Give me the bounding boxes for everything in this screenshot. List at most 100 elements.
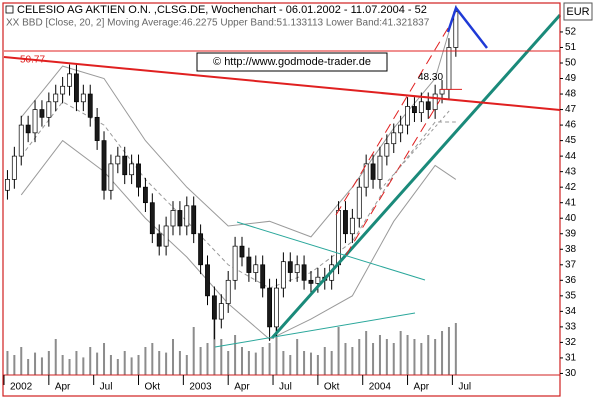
x-tick-label: Apr xyxy=(234,382,250,393)
volume-bar xyxy=(34,352,37,375)
volume-bar xyxy=(447,327,450,375)
volume-bar xyxy=(103,343,106,375)
volume-bar xyxy=(261,347,264,375)
candle-body xyxy=(398,124,404,134)
currency: EUR xyxy=(566,6,589,18)
annotations xyxy=(3,5,562,348)
plot-area xyxy=(5,5,459,375)
volume-bar xyxy=(330,351,333,375)
y-tick-label: 40 xyxy=(565,213,577,224)
volume-bar xyxy=(420,343,423,375)
candle-body xyxy=(412,106,417,114)
watermark: © http://www.godmode-trader.de xyxy=(213,56,371,68)
candle-body xyxy=(142,186,148,204)
candle-body xyxy=(60,85,66,95)
volume-bar xyxy=(54,339,57,375)
level-label: 50.77 xyxy=(20,55,45,66)
volume-bar xyxy=(309,352,312,375)
volume-bar xyxy=(199,347,202,375)
volume-bar xyxy=(351,347,354,375)
volume-bar xyxy=(434,339,437,375)
volume-bar xyxy=(254,352,257,375)
volume-bar xyxy=(130,357,133,375)
candle-body xyxy=(156,233,162,247)
candle-body xyxy=(170,210,176,227)
title-icon xyxy=(5,5,14,14)
x-tick-label: 2003 xyxy=(189,382,212,393)
candle-body xyxy=(287,261,293,273)
volume-bar xyxy=(27,359,30,375)
candle-body xyxy=(87,93,93,118)
candle-body xyxy=(184,205,190,227)
volume-bar xyxy=(372,343,375,375)
candle-body xyxy=(11,155,17,180)
volume-bar xyxy=(220,339,223,375)
bollinger-lower xyxy=(20,139,457,340)
y-tick-label: 37 xyxy=(565,259,577,270)
volume-bar xyxy=(40,357,43,375)
candle-body xyxy=(253,264,259,273)
volume-bar xyxy=(116,359,119,375)
volume-bar xyxy=(123,351,126,375)
candle-body xyxy=(177,210,183,227)
volume-bar xyxy=(47,351,50,375)
x-tick-label: Jul xyxy=(100,382,113,393)
candle-body xyxy=(136,163,141,188)
candle-body xyxy=(384,143,390,157)
candle-body xyxy=(205,264,210,297)
y-tick-label: 30 xyxy=(565,368,577,379)
volume-bar xyxy=(454,323,457,375)
y-tick-label: 41 xyxy=(565,197,577,208)
candle-body xyxy=(370,163,376,180)
x-tick-label: Jul xyxy=(279,382,292,393)
y-tick-label: 52 xyxy=(565,27,577,38)
candle-body xyxy=(267,287,273,328)
channel-dashed xyxy=(335,27,449,216)
candle-body xyxy=(391,132,397,145)
channel-dashed xyxy=(345,99,441,256)
y-tick-label: 43 xyxy=(565,166,577,177)
volume-bar xyxy=(316,355,319,375)
candle-body xyxy=(122,155,128,176)
x-tick-label: 2004 xyxy=(369,382,392,393)
chart-title: CELESIO AG AKTIEN O.N. ,CLSG.DE, Wochenc… xyxy=(17,4,427,16)
y-tick-label: 39 xyxy=(565,228,577,239)
volume-bar xyxy=(178,351,181,375)
candle-body xyxy=(32,109,38,134)
candle-body xyxy=(218,303,224,320)
candle-body xyxy=(5,179,10,191)
y-tick-label: 38 xyxy=(565,244,577,255)
y-tick-label: 32 xyxy=(565,337,577,348)
volume-bar xyxy=(240,347,243,375)
candle-body xyxy=(18,124,24,157)
candle-body xyxy=(67,73,72,87)
watermark-box xyxy=(196,52,388,72)
frame xyxy=(2,2,561,397)
y-tick-label: 36 xyxy=(565,275,577,286)
x-tick-label: Okt xyxy=(324,382,340,393)
volume-bar xyxy=(172,339,175,375)
triangle-lower xyxy=(214,312,416,348)
candle-body xyxy=(432,93,438,110)
candle-body xyxy=(453,11,459,48)
volume-bar xyxy=(96,352,99,375)
volume-bar xyxy=(303,351,306,375)
candle-body xyxy=(149,202,155,235)
volume-bar xyxy=(89,347,92,375)
candle-body xyxy=(191,205,197,235)
candle-body xyxy=(363,163,369,188)
volume-bar xyxy=(358,339,361,375)
y-tick-label: 49 xyxy=(565,73,577,84)
candle-body xyxy=(25,124,31,134)
candle-body xyxy=(53,93,59,103)
candle-body xyxy=(94,116,100,141)
volume-bar xyxy=(185,355,188,375)
volume-bar xyxy=(68,359,71,375)
candle-body xyxy=(211,295,217,320)
candle-body xyxy=(425,101,431,110)
candle-body xyxy=(80,93,86,103)
candle-body xyxy=(280,261,286,289)
volume-bar xyxy=(6,351,9,375)
volume-bar xyxy=(413,339,416,375)
